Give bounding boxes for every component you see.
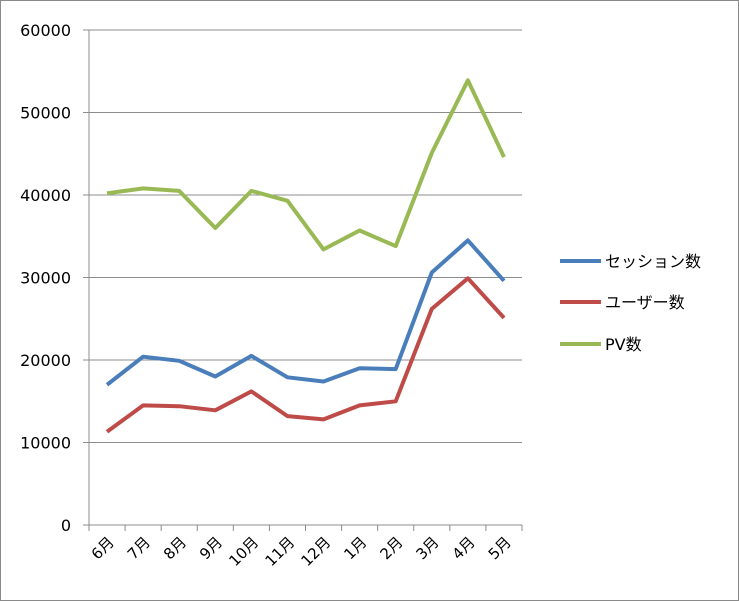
x-tick-label: 10月 [225, 533, 262, 570]
y-tick-label: 10000 [20, 434, 71, 453]
axes [83, 29, 523, 531]
series-line-2 [106, 78, 506, 252]
y-tick-label: 50000 [20, 104, 71, 123]
y-tick-label: 40000 [20, 186, 71, 205]
series-line-1 [105, 276, 506, 434]
series-lines [105, 78, 506, 434]
y-tick-labels: 0 10000 20000 30000 40000 50000 60000 [20, 21, 71, 535]
x-tick-label: 7月 [124, 533, 154, 563]
x-tick-label: 11月 [261, 533, 298, 570]
x-tick-label: 4月 [449, 533, 479, 563]
x-tick-label: 12月 [298, 533, 335, 570]
x-tick-labels: 6月 7月 8月 9月 10月 11月 12月 1月 2月 3月 4月 5月 [88, 533, 515, 570]
x-tick-label: 2月 [376, 533, 406, 563]
legend-label: PV数 [605, 335, 642, 354]
legend-label: セッション数 [605, 252, 701, 271]
x-tick-label: 1月 [340, 533, 370, 563]
x-tick-label: 8月 [160, 533, 190, 563]
x-tick-label: 5月 [485, 533, 515, 563]
y-tick-label: 0 [61, 516, 71, 535]
x-tick-label: 3月 [413, 533, 443, 563]
y-tick-label: 30000 [20, 269, 71, 288]
y-tick-label: 60000 [20, 21, 71, 40]
legend-label: ユーザー数 [605, 293, 685, 312]
series-line-0 [105, 238, 506, 387]
x-tick-label: 6月 [88, 533, 118, 563]
y-tick-label: 20000 [20, 351, 71, 370]
x-tick-label: 9月 [196, 533, 226, 563]
